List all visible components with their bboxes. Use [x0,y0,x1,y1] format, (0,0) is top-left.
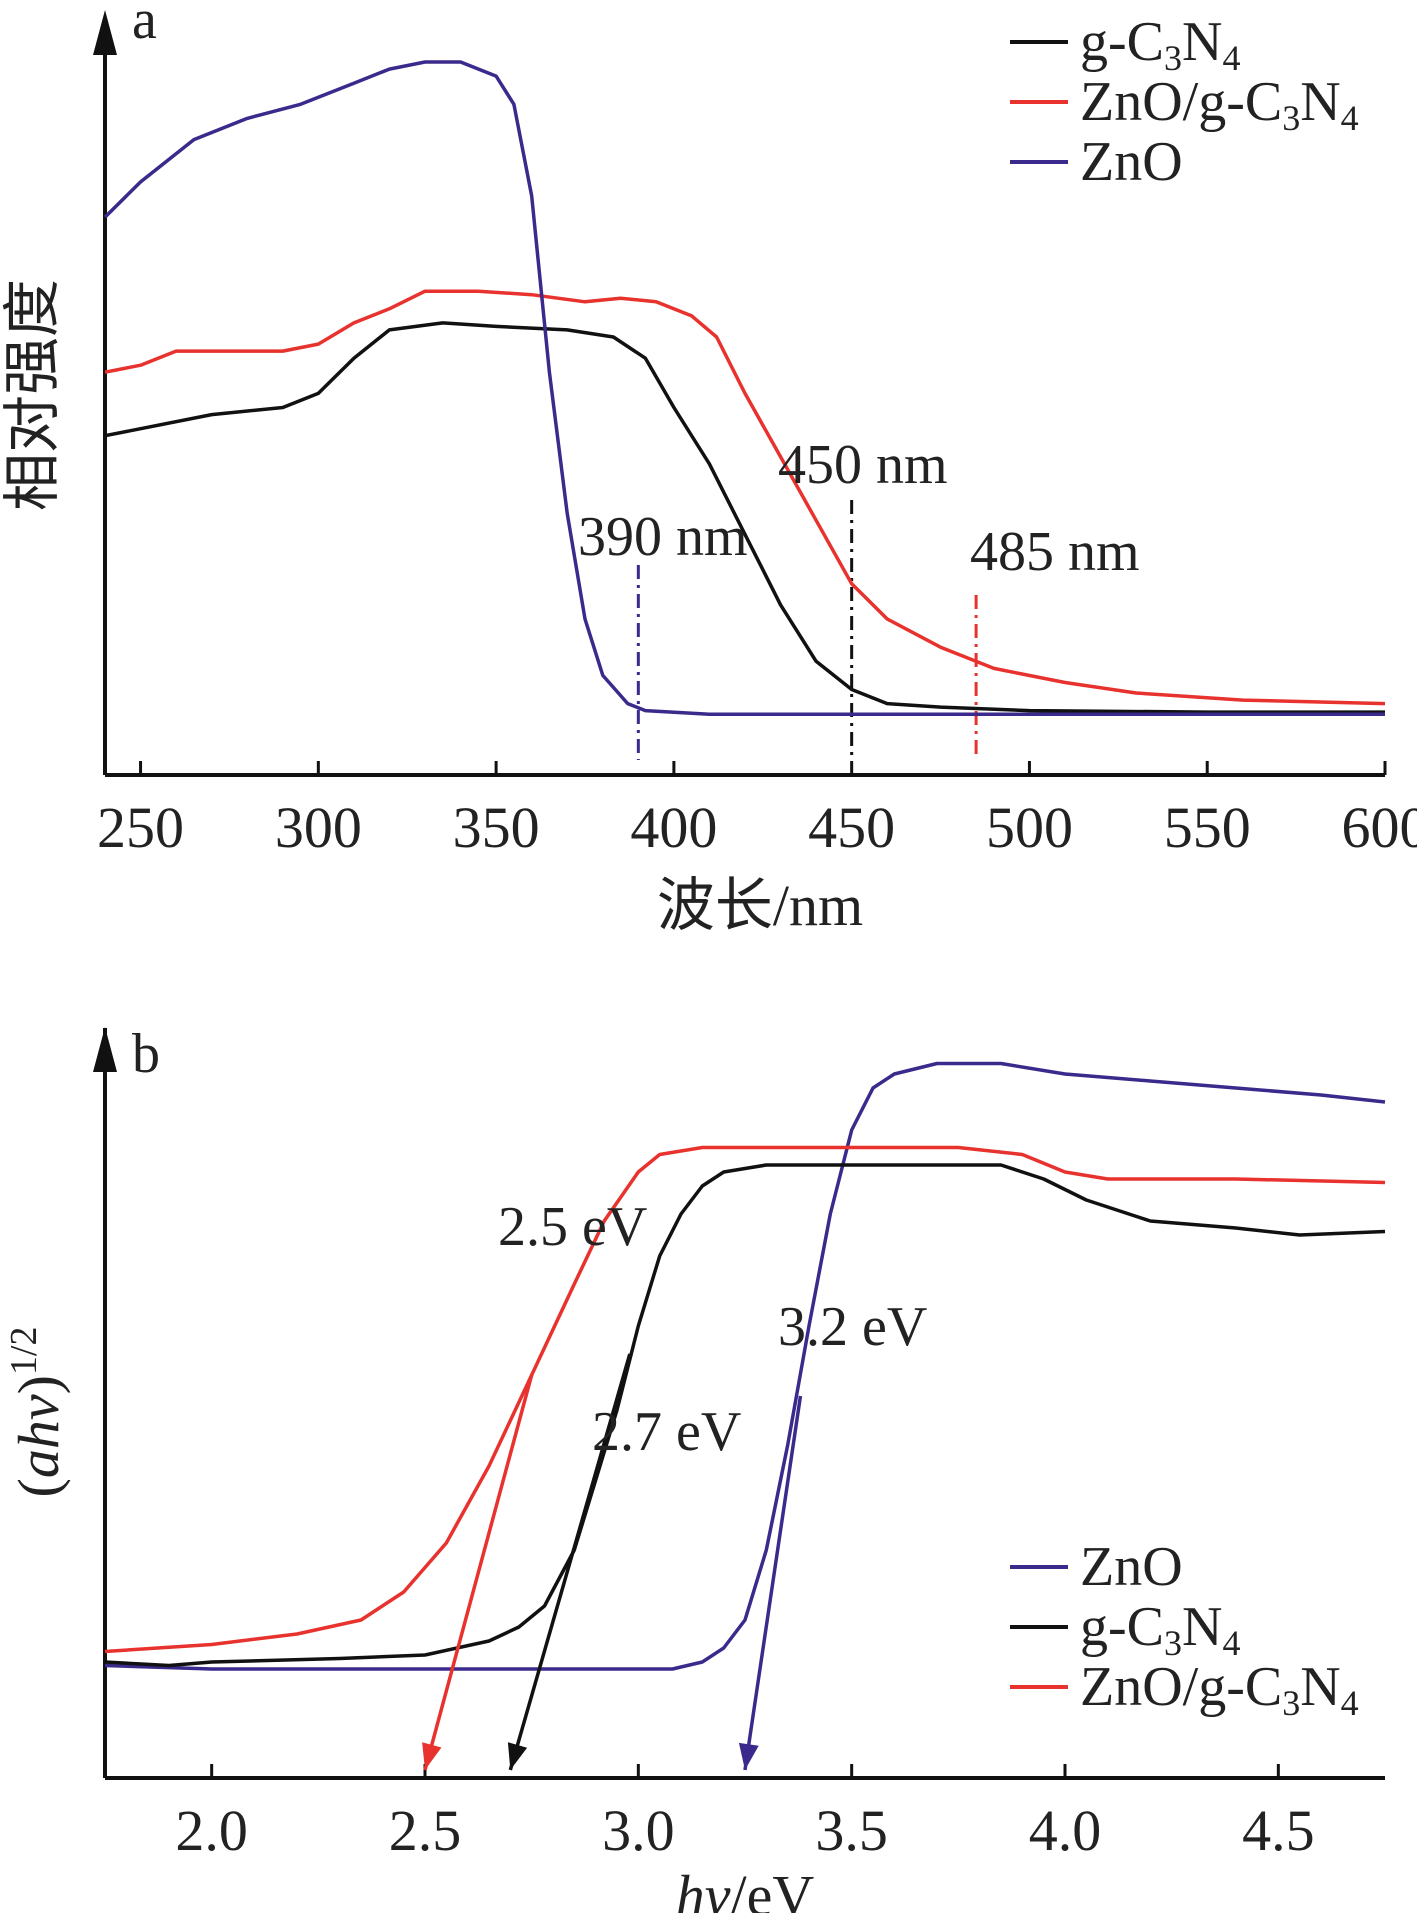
a-tick-label: 500 [986,795,1073,860]
a-series-zno-g-c3n4 [104,289,1386,706]
y-axis-title-a: 相对强度 [0,279,65,511]
x-ticks-a: 250 300 350 400 450 500 550 600 [97,761,1417,860]
a-tick-label: 250 [97,795,184,860]
chart-panel-b: b 2.0 2.5 3.0 3.5 4.0 4.5 2.5 eV2.7 eV3.2 eV … [3,1023,1386,1913]
b-tangent-arrow [743,1395,803,1771]
b-annotation-label: 2.5 eV [498,1196,647,1258]
y-axis-title-b: (ahv)1/2 [3,1327,71,1498]
b-legend-label: ZnO/g-C3N4 [1080,1656,1359,1723]
b-tangent-arrow [508,1353,632,1771]
chart-panel-a: a 250 300 350 400 450 500 550 600 390 nm 450 nm 4… [0,0,1417,938]
a-tick-label: 550 [1164,795,1251,860]
b-tick-label: 3.5 [815,1798,888,1863]
b-series-zno-g-c3n4 [104,1145,1386,1654]
a-tick-label: 450 [808,795,895,860]
panel-label-a: a [132,0,157,51]
a-tick-label: 350 [453,795,540,860]
a-series-g-c3n4 [104,321,1385,714]
b-annotation-label: 3.2 eV [778,1296,927,1358]
b-arrow-head [738,1742,759,1770]
x-axis-title-b: hv/eV [676,1863,815,1913]
annotations-b: 2.5 eV 2.7 eV 3.2 eV [422,1196,927,1771]
panel-label-b: b [132,1023,160,1085]
b-tick-label: 3.0 [602,1798,675,1863]
a-legend-label: g-C3N4 [1080,11,1240,78]
x-axis-title-a: 波长/nm [657,873,863,938]
y-axis-arrow-b [93,1027,117,1072]
b-tick-label: 2.0 [175,1798,248,1863]
b-tick-label: 4.0 [1029,1798,1102,1863]
a-legend-label: ZnO/g-C3N4 [1080,71,1359,138]
x-ticks-b: 2.0 2.5 3.0 3.5 4.0 4.5 [175,1764,1315,1863]
a-annotation-label: 450 nm [778,434,948,496]
a-annotation-label: 485 nm [970,521,1140,583]
b-tick-label: 2.5 [389,1798,462,1863]
annotations-a: 390 nm 450 nm 485 nm [578,434,1140,583]
b-arrow-head [507,1742,528,1770]
a-tick-label: 400 [630,795,717,860]
a-annotation-label: 390 nm [578,506,748,568]
b-series-zno [104,1061,1386,1671]
series-group-b [104,1061,1386,1671]
b-legend-label: ZnO [1080,1536,1183,1598]
a-tick-label: 300 [275,795,362,860]
b-legend-label: g-C3N4 [1080,1596,1240,1663]
edge-markers-a [636,500,978,760]
b-tick-label: 4.5 [1242,1798,1315,1863]
b-arrow-head [422,1742,442,1770]
a-legend-label: ZnO [1080,131,1183,193]
y-axis-arrow-a [93,10,117,55]
series-group-a [103,60,1386,716]
b-annotation-label: 2.7 eV [592,1401,741,1463]
b-tangent-arrow [423,1374,534,1771]
a-tick-label: 600 [1342,795,1417,860]
a-series-zno [103,60,1385,716]
b-series-g-c3n4 [104,1163,1386,1668]
